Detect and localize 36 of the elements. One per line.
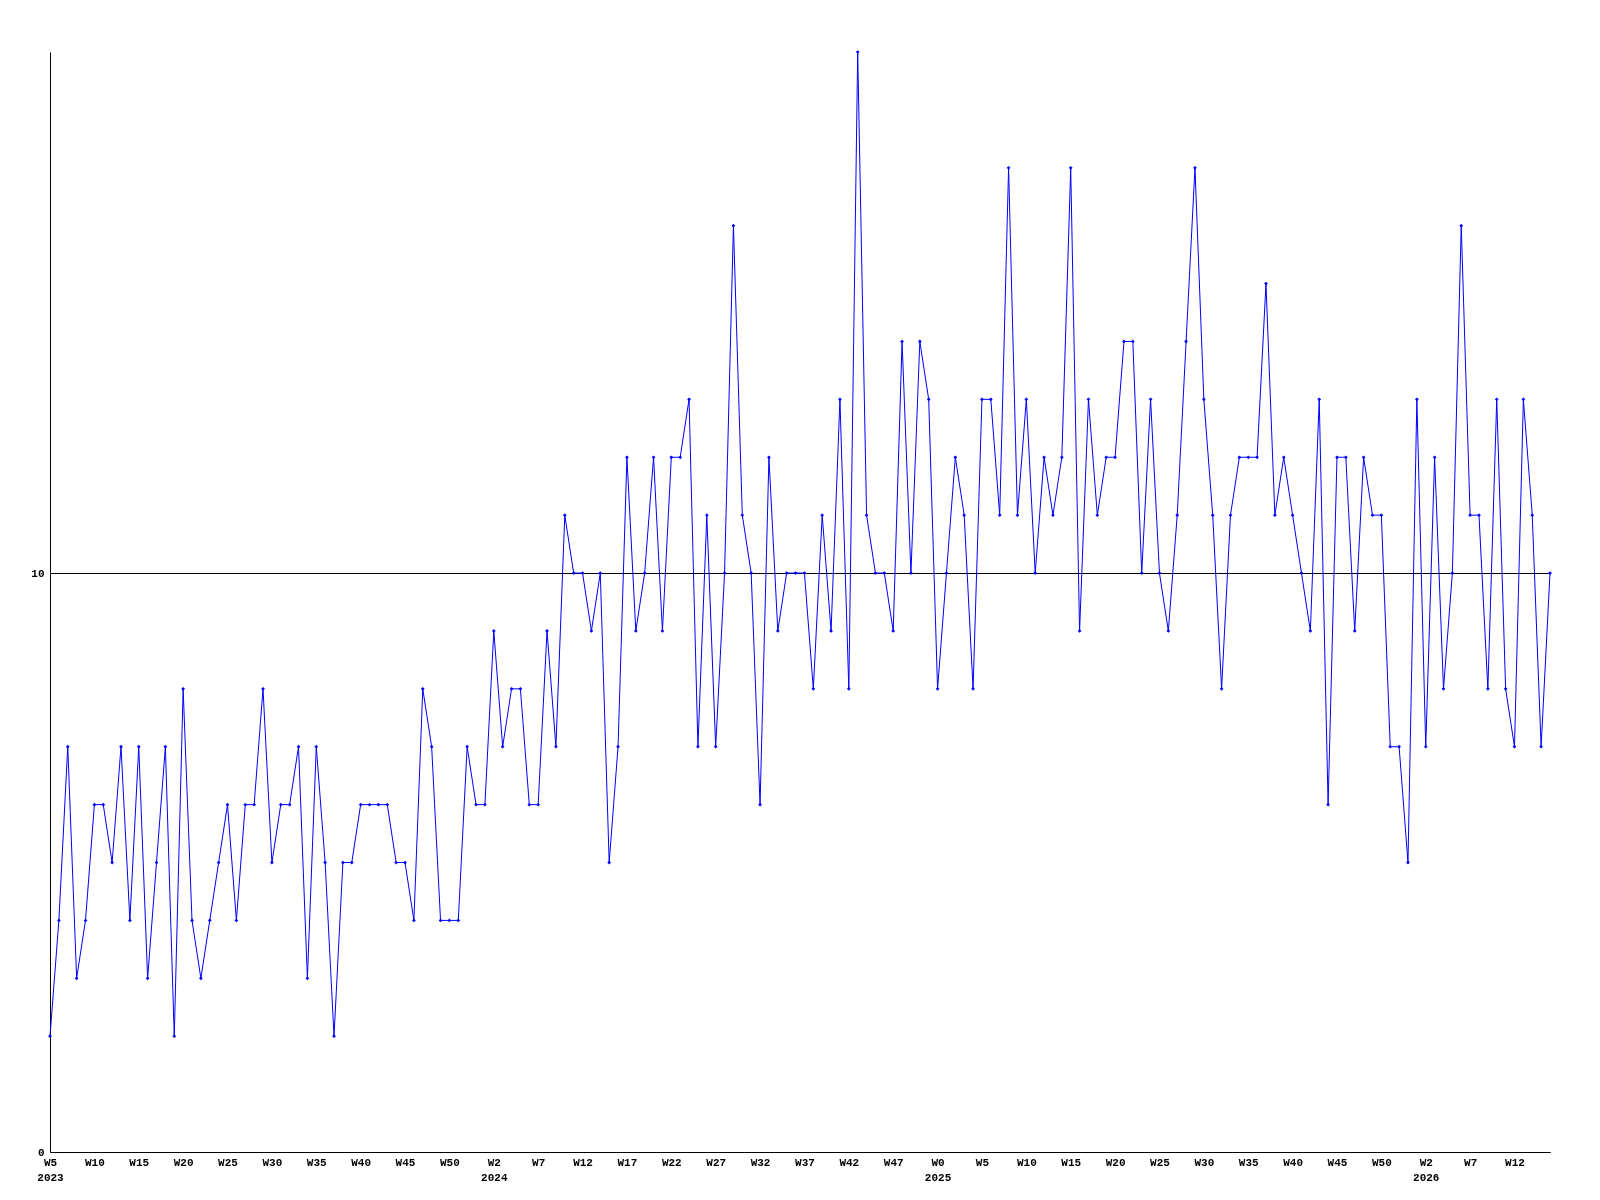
x-tick-label: W47: [883, 1156, 904, 1169]
x-tick-label: W22: [661, 1156, 682, 1169]
x-tick-label: W45: [395, 1156, 416, 1169]
x-tick-label: W30: [1194, 1156, 1215, 1169]
y-tick-label: 0: [37, 1146, 45, 1159]
x-tick-label: W35: [306, 1156, 328, 1169]
x-tick-label: W45: [1327, 1156, 1348, 1169]
x-tick-label: W50: [1371, 1156, 1392, 1169]
x-tick-label: W15: [1061, 1156, 1082, 1169]
x-tick-label: W20: [1105, 1156, 1126, 1169]
x-tick-label: W0 2025: [924, 1156, 952, 1184]
x-tick-label: W7: [532, 1156, 546, 1169]
x-tick-label: W7: [1464, 1156, 1478, 1169]
x-tick-label: W30: [262, 1156, 283, 1169]
x-tick-label: W20: [173, 1156, 194, 1169]
x-tick-label: W2 2026: [1413, 1156, 1440, 1184]
x-tick-label: W10: [1016, 1156, 1037, 1169]
x-tick-label: W42: [839, 1156, 860, 1169]
x-tick-label: W5 2023: [37, 1156, 65, 1184]
x-tick-label: W5: [975, 1156, 990, 1169]
x-tick-label: W25: [218, 1156, 239, 1169]
x-tick-label: W40: [1283, 1156, 1304, 1169]
x-tick-label: W12: [573, 1156, 593, 1169]
x-tick-label: W15: [129, 1156, 150, 1169]
x-tick-label: W32: [750, 1156, 771, 1169]
x-tick-label: W27: [706, 1156, 727, 1169]
x-tick-label: W12: [1505, 1156, 1525, 1169]
x-tick-label: W40: [351, 1156, 372, 1169]
x-tick-label: W37: [795, 1156, 815, 1169]
x-tick-label: W35: [1238, 1156, 1260, 1169]
x-tick-label: W10: [84, 1156, 105, 1169]
x-tick-label: W25: [1150, 1156, 1171, 1169]
x-tick-label: W50: [440, 1156, 460, 1169]
x-tick-label: W2 2024: [481, 1156, 508, 1184]
x-tick-label: W17: [617, 1156, 638, 1169]
y-tick-label: 10: [31, 567, 45, 580]
